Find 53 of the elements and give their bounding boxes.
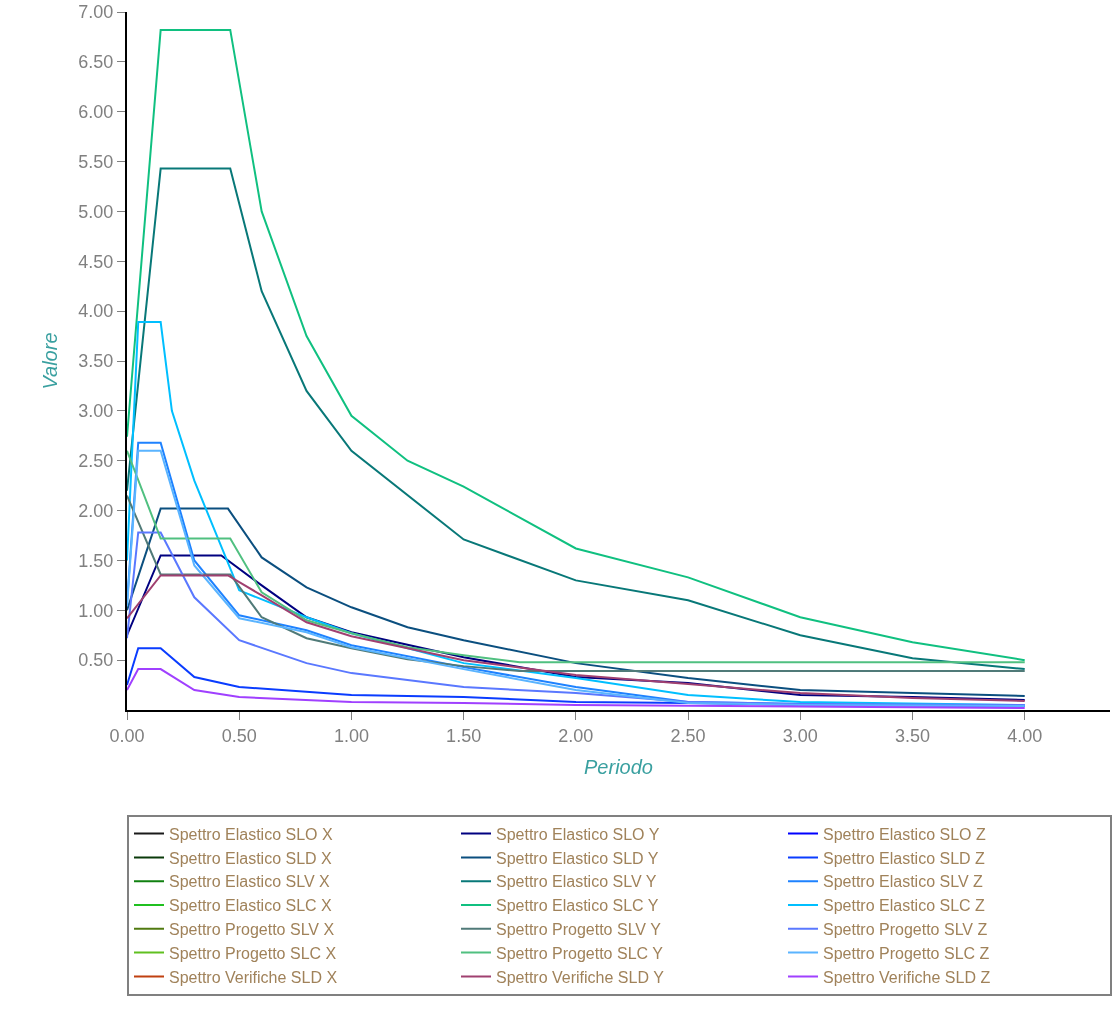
line-series xyxy=(127,28,1026,662)
x-tick-label: 0.00 xyxy=(109,725,145,746)
line-series xyxy=(127,531,1026,707)
y-tick-label: 3.00 xyxy=(78,401,114,422)
y-tick-label: 0.50 xyxy=(78,650,114,671)
legend-label: Spettro Elastico SLO X xyxy=(169,825,333,843)
legend-label: Spettro Elastico SLC X xyxy=(169,897,333,915)
legend-label: Spettro Verifiche SLD Y xyxy=(496,968,665,986)
line-series xyxy=(127,668,1026,710)
x-tick-label: 1.50 xyxy=(446,725,482,746)
legend-label: Spettro Progetto SLC X xyxy=(169,944,337,962)
legend-label: Spettro Elastico SLC Z xyxy=(823,897,986,915)
x-tick-label: 1.00 xyxy=(333,725,369,746)
y-tick-label: 2.00 xyxy=(78,500,114,521)
x-tick-label: 2.00 xyxy=(558,725,594,746)
y-axis-title: Valore xyxy=(39,332,62,390)
legend-label: Spettro Elastico SLV Z xyxy=(823,873,983,891)
y-tick-label: 3.50 xyxy=(78,351,114,372)
legend-label: Spettro Elastico SLC Y xyxy=(496,897,659,915)
line-series xyxy=(127,507,1026,698)
legend-label: Spettro Elastico SLD Y xyxy=(496,849,659,867)
y-tick-label: 7.00 xyxy=(78,2,114,23)
x-axis-title: Periodo xyxy=(584,755,653,778)
line-series xyxy=(127,167,1026,671)
y-tick-label: 5.00 xyxy=(78,201,114,222)
line-series xyxy=(127,449,1026,664)
y-tick-label: 2.50 xyxy=(78,451,114,472)
y-tick-label: 1.00 xyxy=(78,600,114,621)
y-tick-label: 4.50 xyxy=(78,251,114,272)
y-tick-label: 6.50 xyxy=(78,52,114,73)
legend-label: Spettro Elastico SLD Z xyxy=(823,849,986,867)
legend-label: Spettro Progetto SLC Z xyxy=(823,944,990,962)
x-tick-label: 2.50 xyxy=(670,725,706,746)
x-tick-label: 3.00 xyxy=(782,725,818,746)
legend-label: Spettro Elastico SLD X xyxy=(169,849,333,867)
line-series xyxy=(127,494,1026,673)
x-tick-label: 3.50 xyxy=(894,725,931,746)
y-tick-label: 4.00 xyxy=(78,301,114,322)
x-tick-label: 0.50 xyxy=(221,725,257,746)
legend-label: Spettro Elastico SLO Y xyxy=(496,825,660,843)
legend-label: Spettro Progetto SLV Z xyxy=(823,921,988,939)
y-tick-label: 1.50 xyxy=(78,550,114,571)
legend-label: Spettro Elastico SLO Z xyxy=(823,825,986,843)
legend-label: Spettro Elastico SLV X xyxy=(169,873,330,891)
legend-label: Spettro Progetto SLV Y xyxy=(496,921,662,939)
y-tick-label: 6.00 xyxy=(78,102,114,123)
x-tick-label: 4.00 xyxy=(1007,725,1043,746)
legend-label: Spettro Verifiche SLD Z xyxy=(823,968,991,986)
legend-label: Spettro Progetto SLC Y xyxy=(496,944,664,962)
legend-label: Spettro Progetto SLV X xyxy=(169,921,335,939)
legend-label: Spettro Elastico SLV Y xyxy=(496,873,657,891)
legend-label: Spettro Verifiche SLD X xyxy=(169,968,338,986)
y-tick-label: 5.50 xyxy=(78,151,114,172)
